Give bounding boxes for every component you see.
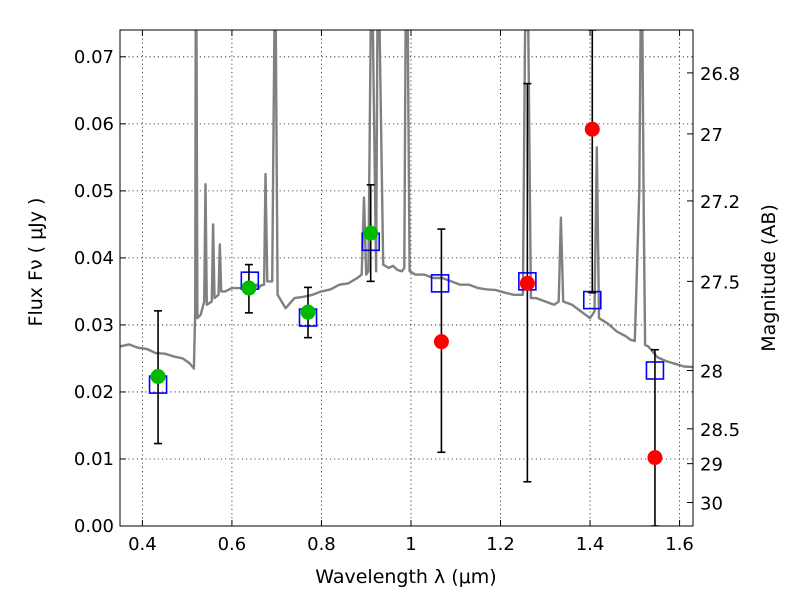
x-tick-label: 1.2 (486, 534, 515, 555)
right-tick-label: 26.8 (700, 64, 740, 85)
detection-point (150, 369, 166, 385)
right-axis-label: Magnitude (AB) (758, 204, 780, 352)
right-tick-label: 27.5 (700, 272, 740, 293)
plot-frame (119, 29, 694, 527)
non-detection-point (584, 121, 600, 137)
right-tick-label: 28.5 (700, 420, 740, 441)
x-axis-label: Wavelength λ (μm) (315, 566, 496, 588)
y-tick-label: 0.01 (74, 449, 114, 470)
right-tick-label: 30 (700, 494, 723, 515)
detection-point (363, 225, 379, 241)
x-tick-label: 1 (405, 534, 416, 555)
y-tick-label: 0.00 (74, 516, 114, 537)
y-axis-label: Flux Fν ( μJy ) (25, 198, 47, 327)
right-tick-label: 27.2 (700, 192, 740, 213)
non-detection-point (647, 450, 663, 466)
detection-point (241, 280, 257, 296)
y-tick-label: 0.02 (74, 382, 114, 403)
y-tick-label: 0.06 (74, 114, 114, 135)
x-tick-label: 1.6 (665, 534, 694, 555)
spectrum-layer (120, 30, 693, 370)
y-tick-label: 0.07 (74, 47, 114, 68)
right-tick-label: 28 (700, 361, 723, 382)
x-tick-label: 0.4 (128, 534, 157, 555)
right-tick-label: 27 (700, 125, 723, 146)
detection-point (300, 304, 316, 320)
right-tick-label: 29 (700, 455, 723, 476)
non-detection-point (433, 334, 449, 350)
x-tick-label: 0.6 (218, 534, 247, 555)
x-tick-label: 0.8 (307, 534, 336, 555)
y-tick-label: 0.05 (74, 181, 114, 202)
ticks: 0.4 0.6 0.8 1 1.2 1.4 1.6 0.00 0.01 0.02 0.03 0.04 0… (74, 30, 740, 555)
non-detection-point (519, 275, 535, 291)
y-tick-label: 0.04 (74, 248, 114, 269)
marker-layer (148, 30, 665, 526)
model-point-square (430, 274, 450, 293)
spectrum-line (120, 30, 693, 370)
x-tick-label: 1.4 (576, 534, 605, 555)
y-tick-label: 0.03 (74, 315, 114, 336)
